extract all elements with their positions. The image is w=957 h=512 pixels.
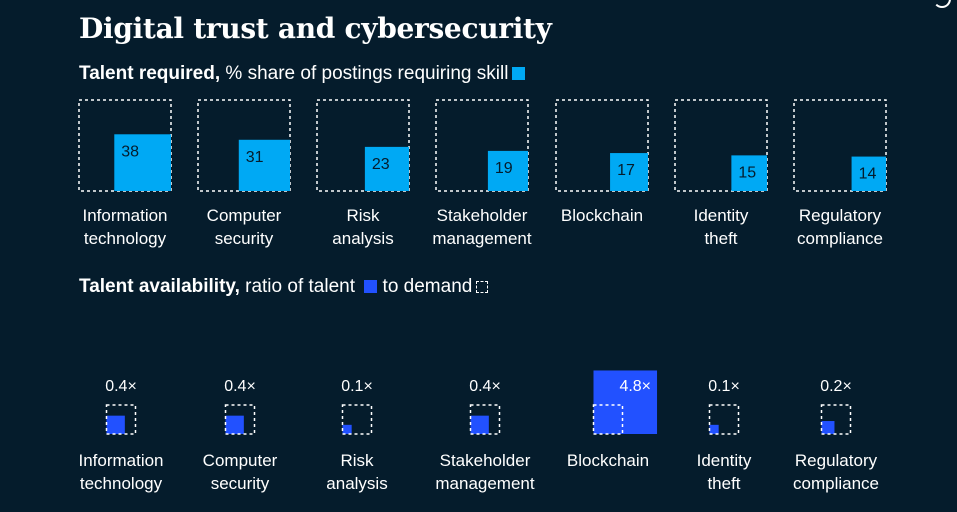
- required-square: [114, 134, 171, 191]
- availability-value-label: 0.1×: [341, 378, 373, 395]
- required-outline-box: [674, 99, 768, 192]
- required-square: [610, 153, 648, 191]
- availability-category-label: Information: [78, 451, 163, 470]
- required-outline-box: [316, 99, 410, 192]
- demand-outline-box: [820, 404, 852, 435]
- talent-availability-heading-rest: ratio of talent: [239, 276, 355, 297]
- required-category-label: Regulatory: [799, 206, 882, 225]
- talent-required-heading: Talent required, % share of postings req…: [79, 63, 526, 85]
- required-value-label: 38: [121, 143, 139, 160]
- availability-category-label: Computer: [203, 451, 278, 470]
- required-category-label: Risk: [346, 206, 380, 225]
- availability-category-label: Stakeholder: [440, 451, 531, 470]
- availability-category-label: compliance: [793, 474, 879, 493]
- availability-category-label: technology: [80, 474, 163, 493]
- talent-square: [106, 415, 125, 434]
- demand-outline-box: [105, 404, 137, 435]
- availability-category-label: management: [435, 474, 535, 493]
- talent-availability-heading-bold: Talent availability,: [79, 276, 240, 297]
- required-category-label: analysis: [332, 229, 393, 248]
- availability-value-label: 0.4×: [224, 378, 256, 395]
- availability-category-label: Blockchain: [567, 451, 649, 470]
- availability-value-label: 0.2×: [820, 378, 852, 395]
- talent-required-heading-bold: Talent required,: [79, 63, 221, 84]
- required-outline-box: [555, 99, 649, 192]
- required-value-label: 19: [495, 160, 513, 177]
- page-title: Digital trust and cybersecurity: [79, 12, 552, 45]
- talent-availability-heading-demand: to demand: [382, 276, 473, 297]
- demand-outline-box: [592, 404, 624, 435]
- required-square: [487, 150, 528, 191]
- required-square: [731, 155, 767, 191]
- demand-outline-box: [708, 404, 740, 435]
- required-square: [851, 156, 886, 191]
- required-outline-box: [435, 99, 529, 192]
- talent-square: [342, 424, 352, 434]
- required-category-label: technology: [84, 229, 167, 248]
- availability-category-label: security: [211, 474, 270, 493]
- required-outline-box: [793, 99, 887, 192]
- required-square: [238, 139, 290, 191]
- required-value-label: 17: [617, 162, 635, 179]
- required-value-label: 14: [859, 166, 877, 183]
- availability-category-label: theft: [707, 474, 740, 493]
- talent-square: [709, 424, 719, 434]
- required-category-label: Stakeholder: [437, 206, 528, 225]
- talent-availability-heading: Talent availability, ratio of talent to …: [79, 276, 489, 298]
- required-value-label: 23: [372, 156, 390, 173]
- talent-square: [821, 421, 835, 434]
- required-value-label: 31: [246, 149, 264, 166]
- required-category-label: management: [432, 229, 532, 248]
- required-square: [364, 146, 409, 191]
- required-category-label: compliance: [797, 229, 883, 248]
- talent-legend-swatch-icon: [364, 280, 378, 293]
- availability-category-label: analysis: [326, 474, 387, 493]
- talent-square: [225, 415, 244, 434]
- availability-category-label: Identity: [697, 451, 752, 470]
- required-value-label: 15: [738, 164, 756, 181]
- demand-outline-box: [469, 404, 501, 435]
- talent-square: [470, 415, 489, 434]
- demand-outline-box: [341, 404, 373, 435]
- talent-required-heading-rest: % share of postings requiring skill: [220, 63, 509, 84]
- required-category-label: theft: [704, 229, 737, 248]
- talent-square: [593, 370, 658, 434]
- availability-value-label: 0.4×: [469, 378, 501, 395]
- required-category-label: Blockchain: [561, 206, 643, 225]
- availability-value-label: 0.4×: [105, 378, 137, 395]
- required-category-label: Information: [82, 206, 167, 225]
- availability-value-label: 0.1×: [708, 378, 740, 395]
- required-legend-swatch-icon: [512, 67, 526, 80]
- availability-value-label: 4.8×: [619, 378, 651, 395]
- availability-category-label: Regulatory: [795, 451, 878, 470]
- required-category-label: Computer: [207, 206, 282, 225]
- required-category-label: Identity: [694, 206, 749, 225]
- demand-outline-box: [224, 404, 256, 435]
- demand-legend-box-icon: [476, 281, 489, 293]
- availability-category-label: Risk: [340, 451, 374, 470]
- required-category-label: security: [215, 229, 274, 248]
